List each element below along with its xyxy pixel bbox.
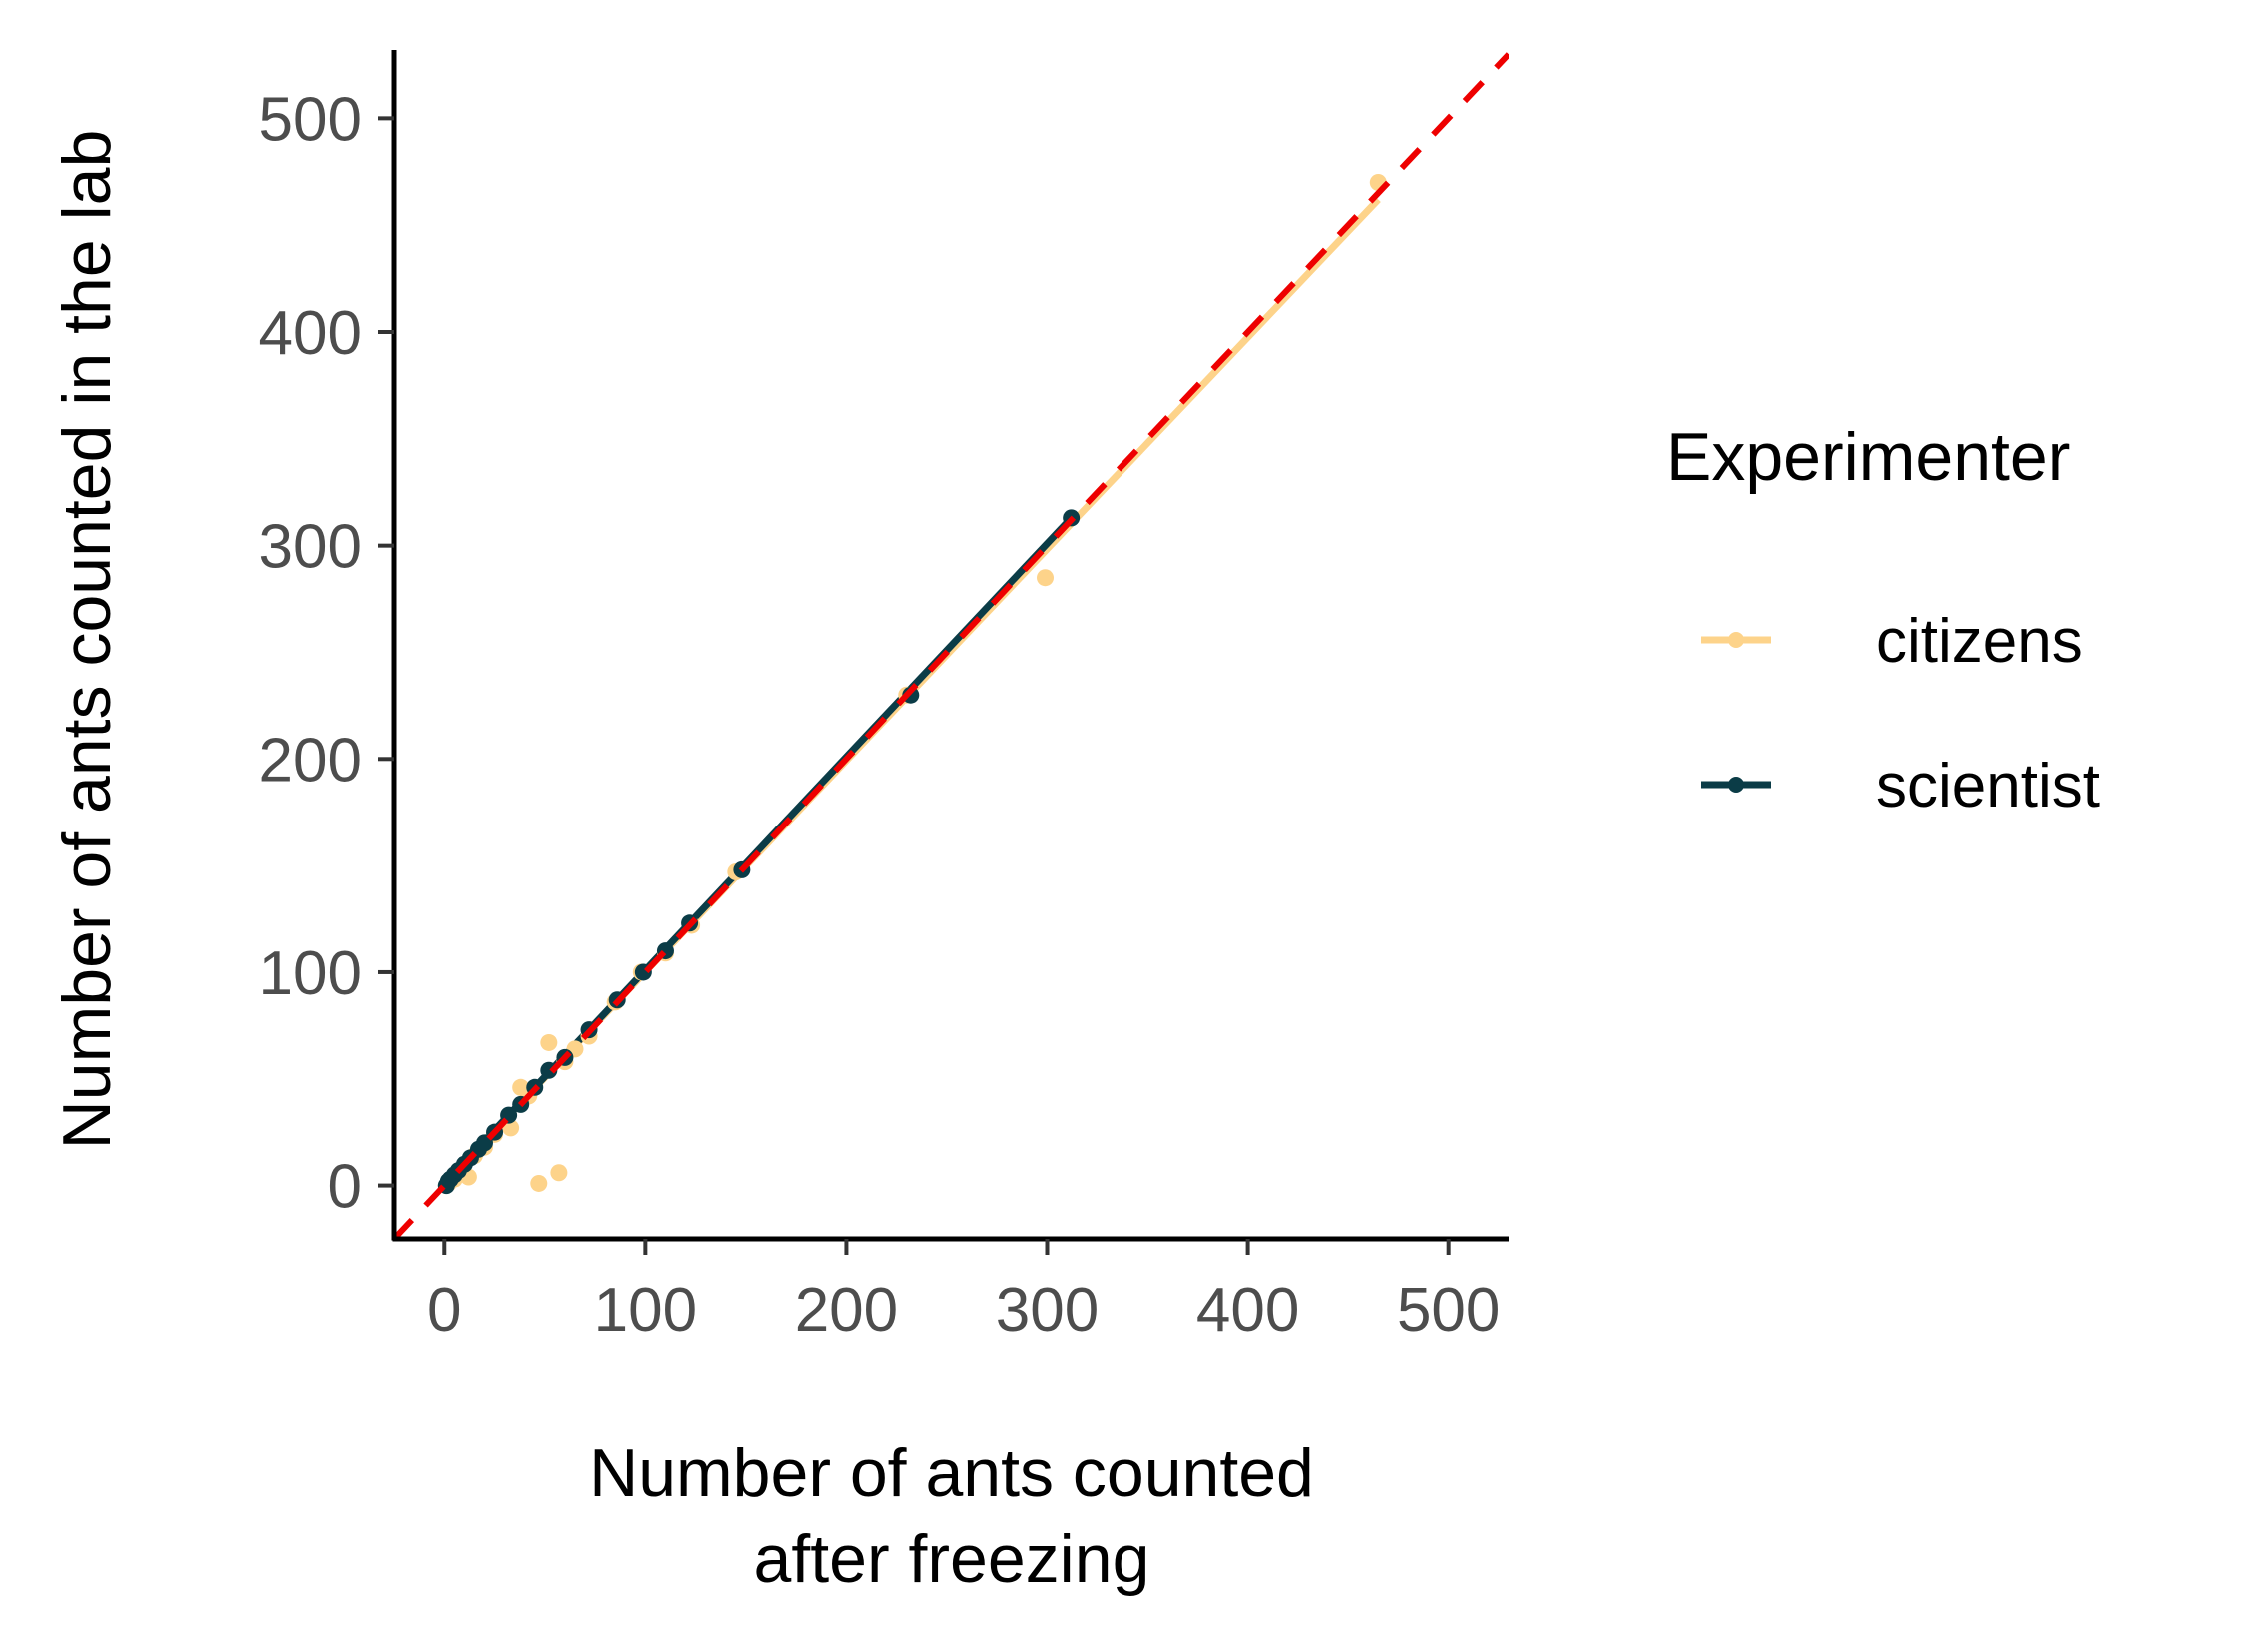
reference-line — [394, 52, 1509, 1239]
x-tick-label-100: 100 — [594, 1276, 697, 1345]
legend-item-scientist: scientist — [1701, 752, 2100, 821]
legend-key-point-citizens — [1728, 632, 1744, 648]
data-point-citizens-12 — [550, 1164, 568, 1182]
legend-key-point-scientist — [1728, 777, 1744, 793]
x-tick-label-300: 300 — [996, 1276, 1099, 1345]
legend: Experimenter citizens scientist — [1666, 419, 2100, 821]
y-tick-label-400: 400 — [259, 299, 362, 368]
y-tick-label-0: 0 — [328, 1153, 362, 1222]
legend-label-citizens: citizens — [1876, 607, 2083, 676]
y-axis-title: Number of ants counted in the lab — [49, 130, 125, 1150]
y-tick-label-200: 200 — [259, 726, 362, 795]
axes — [391, 50, 1509, 1242]
x-tick-label-0: 0 — [427, 1276, 461, 1345]
x-tick-label-200: 200 — [795, 1276, 898, 1345]
legend-title: Experimenter — [1666, 419, 2070, 495]
legend-item-citizens: citizens — [1701, 607, 2083, 676]
data-point-citizens-11 — [540, 1033, 558, 1051]
data-point-citizens-22 — [1037, 569, 1055, 587]
legend-label-scientist: scientist — [1876, 752, 2100, 821]
y-tick-label-100: 100 — [259, 939, 362, 1008]
x-axis-title-line-1: Number of ants counted — [589, 1435, 1314, 1511]
reference-line-y-equals-x — [394, 52, 1509, 1239]
x-tick-label-500: 500 — [1397, 1276, 1500, 1345]
y-tick-label-300: 300 — [259, 513, 362, 582]
axis-ticks: 0 100 200 300 400 500 0 100 200 300 400 500 — [259, 85, 1501, 1345]
plot-area — [394, 52, 1509, 1239]
x-tick-label-400: 400 — [1196, 1276, 1299, 1345]
x-axis-title-line-2: after freezing — [754, 1521, 1150, 1597]
y-tick-label-500: 500 — [259, 85, 362, 154]
data-point-citizens-10 — [530, 1174, 548, 1192]
